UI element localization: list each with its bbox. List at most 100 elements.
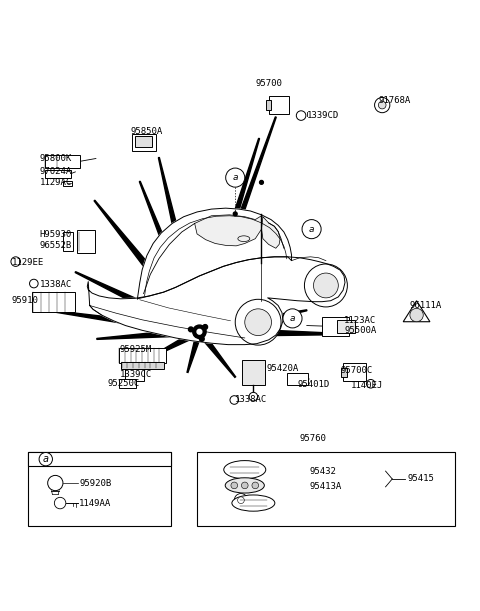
Polygon shape (262, 217, 280, 248)
Polygon shape (149, 329, 201, 359)
Text: a: a (290, 314, 295, 323)
Text: 95920B: 95920B (79, 478, 111, 488)
Bar (45, 170, 71, 178)
Circle shape (241, 482, 248, 489)
Bar (119, 379, 136, 388)
Text: 95420A: 95420A (266, 364, 299, 373)
Ellipse shape (232, 495, 275, 511)
Text: 1140EJ: 1140EJ (351, 381, 383, 390)
Polygon shape (199, 310, 307, 336)
Polygon shape (137, 208, 291, 299)
Text: 1129AC: 1129AC (39, 178, 72, 187)
Circle shape (231, 482, 238, 489)
Circle shape (374, 97, 390, 112)
Circle shape (30, 279, 38, 288)
Ellipse shape (224, 461, 266, 479)
Text: 95800K: 95800K (39, 154, 72, 163)
Bar (242, 360, 265, 385)
Circle shape (245, 309, 272, 335)
Text: 95700: 95700 (255, 79, 282, 89)
Bar (287, 373, 308, 385)
Circle shape (39, 453, 52, 466)
Polygon shape (47, 310, 200, 336)
Text: 1339CC: 1339CC (120, 370, 152, 379)
Polygon shape (97, 328, 200, 339)
Circle shape (313, 273, 338, 298)
Bar (343, 364, 366, 381)
Text: 95500A: 95500A (344, 326, 376, 335)
Bar (63, 232, 73, 251)
Circle shape (203, 324, 207, 329)
Circle shape (260, 180, 264, 185)
Bar (269, 96, 289, 114)
Text: a: a (43, 454, 49, 464)
Bar (33, 291, 75, 312)
Text: 95700C: 95700C (340, 367, 372, 375)
Text: 95413A: 95413A (309, 482, 341, 491)
Polygon shape (94, 200, 204, 335)
Bar (63, 181, 72, 186)
Circle shape (233, 212, 237, 216)
Bar (120, 362, 164, 368)
Polygon shape (139, 181, 204, 334)
Bar (197, 452, 455, 526)
Ellipse shape (225, 478, 264, 493)
Circle shape (283, 309, 302, 328)
Text: 95925M: 95925M (120, 345, 152, 354)
Circle shape (48, 475, 63, 491)
Circle shape (252, 482, 259, 489)
Circle shape (11, 257, 21, 266)
Bar (322, 317, 349, 336)
Polygon shape (187, 331, 202, 373)
Circle shape (410, 309, 423, 322)
Circle shape (249, 392, 258, 401)
Text: 95760: 95760 (300, 434, 326, 444)
Text: 95415: 95415 (407, 475, 434, 483)
Text: 1129EE: 1129EE (12, 258, 44, 267)
Bar (77, 230, 96, 252)
Ellipse shape (238, 236, 250, 241)
Bar (45, 155, 80, 167)
Bar (119, 348, 166, 363)
Bar (337, 320, 355, 333)
Bar (135, 136, 152, 147)
Bar (266, 100, 272, 110)
Circle shape (378, 101, 386, 109)
Polygon shape (199, 327, 345, 337)
Circle shape (304, 264, 348, 307)
Polygon shape (195, 215, 262, 246)
Polygon shape (195, 138, 260, 333)
Polygon shape (403, 301, 430, 322)
Polygon shape (75, 272, 202, 336)
Bar (28, 452, 171, 526)
Circle shape (230, 396, 239, 404)
Text: 1149AA: 1149AA (79, 499, 111, 508)
Text: a: a (309, 225, 314, 233)
Circle shape (193, 325, 206, 338)
Text: 95250C: 95250C (108, 379, 140, 388)
Polygon shape (158, 158, 204, 333)
Circle shape (238, 497, 244, 503)
Polygon shape (197, 330, 236, 378)
Text: 97024A: 97024A (39, 167, 72, 177)
Text: 1339CD: 1339CD (307, 111, 339, 120)
Circle shape (54, 497, 66, 509)
Text: a: a (232, 173, 238, 182)
Text: 95401D: 95401D (297, 380, 329, 389)
Circle shape (234, 494, 248, 507)
Text: 1338AC: 1338AC (39, 279, 72, 288)
Circle shape (226, 168, 245, 187)
Text: 1123AC: 1123AC (344, 316, 376, 325)
Text: 96552B: 96552B (39, 241, 72, 250)
Text: 1338AC: 1338AC (235, 395, 267, 404)
Circle shape (189, 327, 193, 332)
Bar (132, 134, 156, 151)
Bar (124, 368, 144, 381)
Circle shape (195, 327, 204, 336)
Polygon shape (196, 117, 276, 333)
Bar (28, 452, 171, 466)
Text: 96111A: 96111A (409, 301, 442, 310)
Circle shape (366, 379, 375, 388)
Circle shape (302, 219, 321, 239)
Circle shape (199, 337, 204, 342)
